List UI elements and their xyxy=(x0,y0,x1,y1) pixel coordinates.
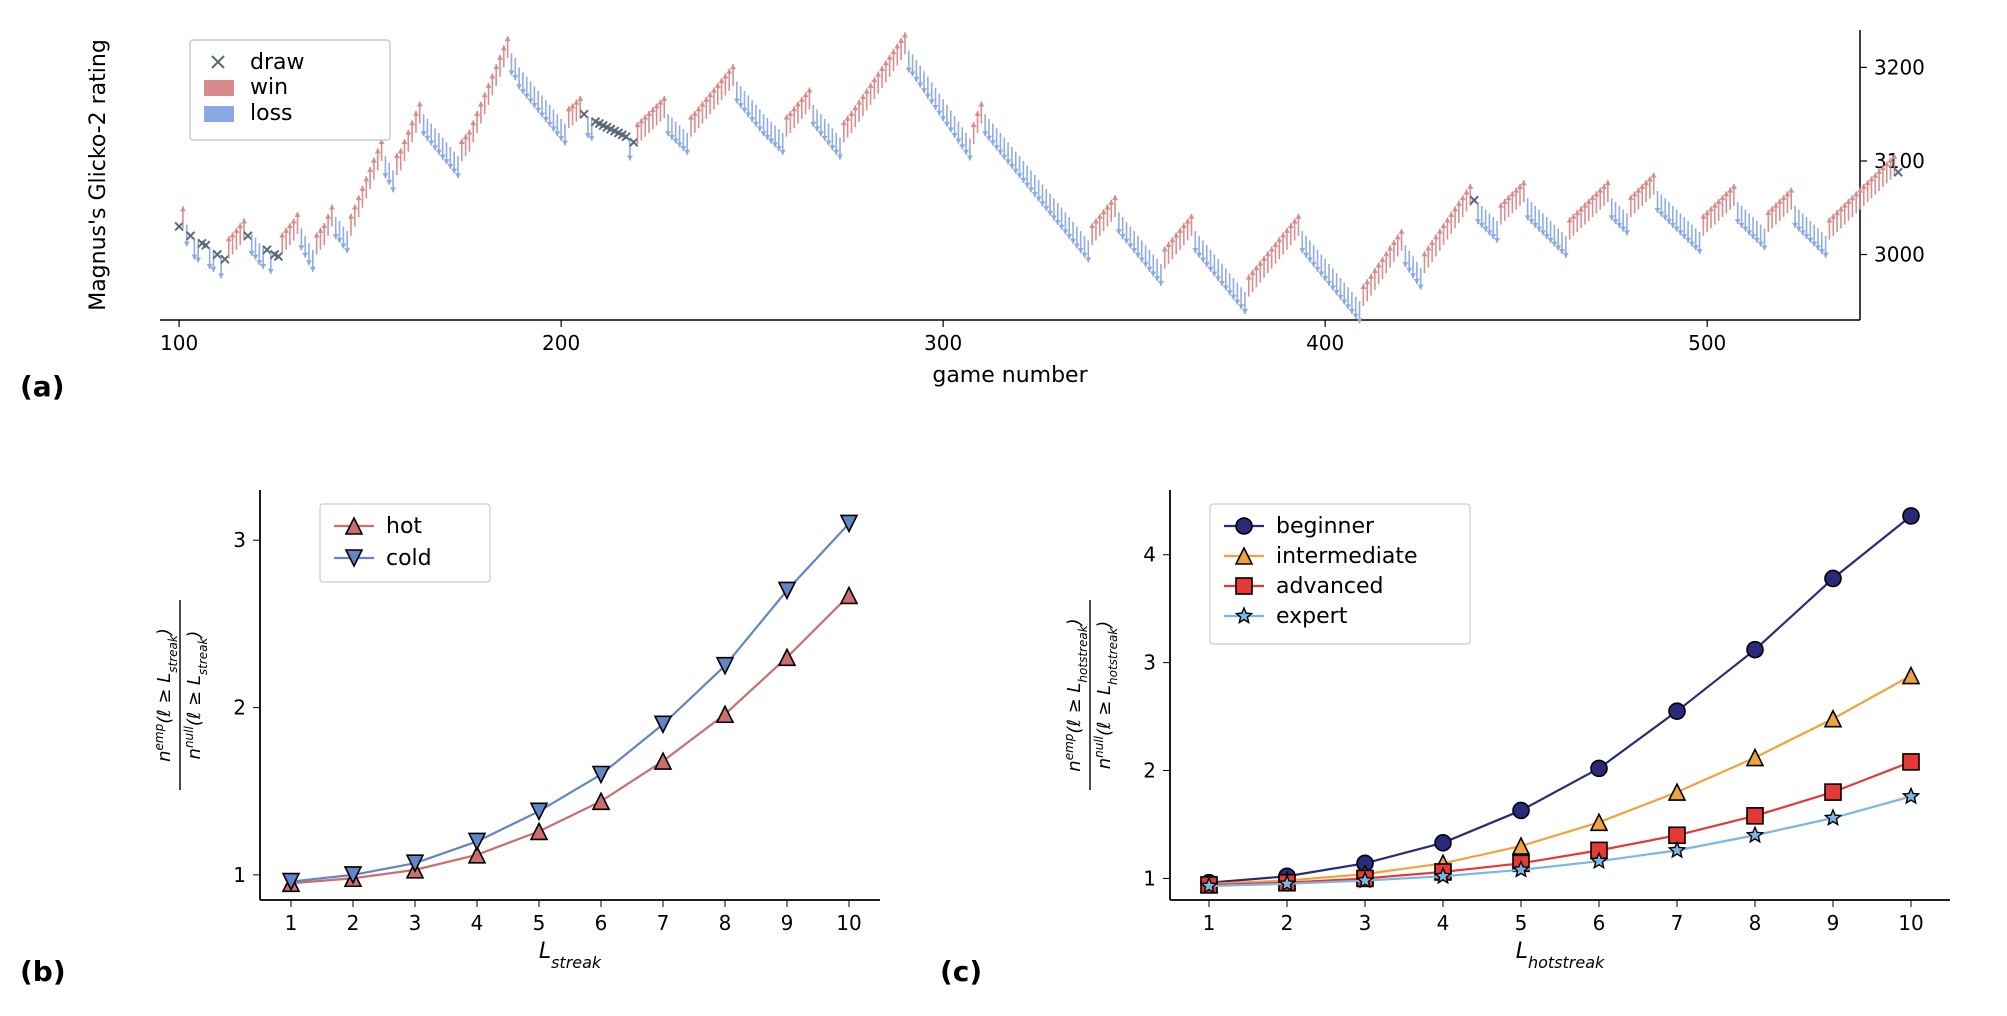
svg-text:400: 400 xyxy=(1306,331,1344,355)
panel-label-a: (a) xyxy=(20,370,65,403)
svg-text:loss: loss xyxy=(250,101,293,126)
svg-text:nemp(ℓ ≥ Lstreak): nemp(ℓ ≥ Lstreak) xyxy=(152,628,180,762)
svg-text:3200: 3200 xyxy=(1874,55,1925,79)
svg-text:nnull(ℓ ≥ Lstreak): nnull(ℓ ≥ Lstreak) xyxy=(182,631,210,760)
svg-text:500: 500 xyxy=(1688,331,1726,355)
svg-text:nnull(ℓ ≥ Lhotstreak): nnull(ℓ ≥ Lhotstreak) xyxy=(1092,621,1120,770)
svg-text:7: 7 xyxy=(1671,911,1684,935)
svg-text:4: 4 xyxy=(1437,911,1450,935)
svg-text:3: 3 xyxy=(1143,651,1156,675)
svg-text:200: 200 xyxy=(542,331,580,355)
panel-b: 1 2 3 4 5 6 7 8 9 10 1 2 3 Lstreak nemp(ℓ ≥ Lstreak)nn… xyxy=(140,470,900,980)
svg-text:9: 9 xyxy=(781,911,794,935)
svg-text:3: 3 xyxy=(233,528,246,552)
svg-text:5: 5 xyxy=(1515,911,1528,935)
svg-text:2: 2 xyxy=(1281,911,1294,935)
svg-text:10: 10 xyxy=(1898,911,1923,935)
svg-text:win: win xyxy=(250,75,288,100)
svg-text:expert: expert xyxy=(1276,604,1348,629)
chart-b: 1 2 3 4 5 6 7 8 9 10 1 2 3 Lstreak nemp(ℓ ≥ Lstreak)nn… xyxy=(140,470,900,980)
svg-text:Lstreak: Lstreak xyxy=(539,939,602,972)
panel-label-c: (c) xyxy=(940,955,982,988)
figure: 100200300400500300031003200game numberMa… xyxy=(20,20,1987,996)
svg-text:cold: cold xyxy=(386,546,432,571)
svg-text:6: 6 xyxy=(1593,911,1606,935)
svg-text:1: 1 xyxy=(285,911,298,935)
svg-text:3: 3 xyxy=(1359,911,1372,935)
svg-text:nemp(ℓ ≥ Lhotstreak): nemp(ℓ ≥ Lhotstreak) xyxy=(1062,618,1090,771)
panel-c: 1 2 3 4 5 6 7 8 9 10 1 2 3 4 Lhotstreak nemp(ℓ ≥ Lhotst… xyxy=(1050,470,1970,980)
chart-c: 1 2 3 4 5 6 7 8 9 10 1 2 3 4 Lhotstreak nemp(ℓ ≥ Lhotst… xyxy=(1050,470,1970,980)
svg-text:draw: draw xyxy=(250,50,304,75)
panel-label-b: (b) xyxy=(20,955,66,988)
svg-text:7: 7 xyxy=(657,911,670,935)
svg-text:Magnus's Glicko-2 rating: Magnus's Glicko-2 rating xyxy=(86,39,111,311)
svg-text:1: 1 xyxy=(1143,866,1156,890)
svg-text:8: 8 xyxy=(719,911,732,935)
svg-text:8: 8 xyxy=(1749,911,1762,935)
svg-text:2: 2 xyxy=(1143,759,1156,783)
svg-text:10: 10 xyxy=(836,911,861,935)
svg-text:1: 1 xyxy=(233,863,246,887)
svg-text:beginner: beginner xyxy=(1276,514,1375,539)
chart-a: 100200300400500300031003200game numberMa… xyxy=(70,20,1970,400)
svg-text:hot: hot xyxy=(386,514,422,539)
svg-text:4: 4 xyxy=(1143,543,1156,567)
svg-text:3: 3 xyxy=(409,911,422,935)
svg-text:2: 2 xyxy=(347,911,360,935)
svg-text:intermediate: intermediate xyxy=(1276,544,1418,569)
svg-text:2: 2 xyxy=(233,696,246,720)
svg-text:Lhotstreak: Lhotstreak xyxy=(1516,939,1605,972)
svg-text:3000: 3000 xyxy=(1874,243,1925,267)
svg-text:5: 5 xyxy=(533,911,546,935)
svg-text:9: 9 xyxy=(1827,911,1840,935)
svg-text:100: 100 xyxy=(160,331,198,355)
svg-text:1: 1 xyxy=(1203,911,1216,935)
panel-a: 100200300400500300031003200game numberMa… xyxy=(70,20,1970,400)
svg-text:4: 4 xyxy=(471,911,484,935)
svg-text:6: 6 xyxy=(595,911,608,935)
svg-text:game number: game number xyxy=(932,363,1088,388)
svg-text:300: 300 xyxy=(924,331,962,355)
svg-text:advanced: advanced xyxy=(1276,574,1384,599)
